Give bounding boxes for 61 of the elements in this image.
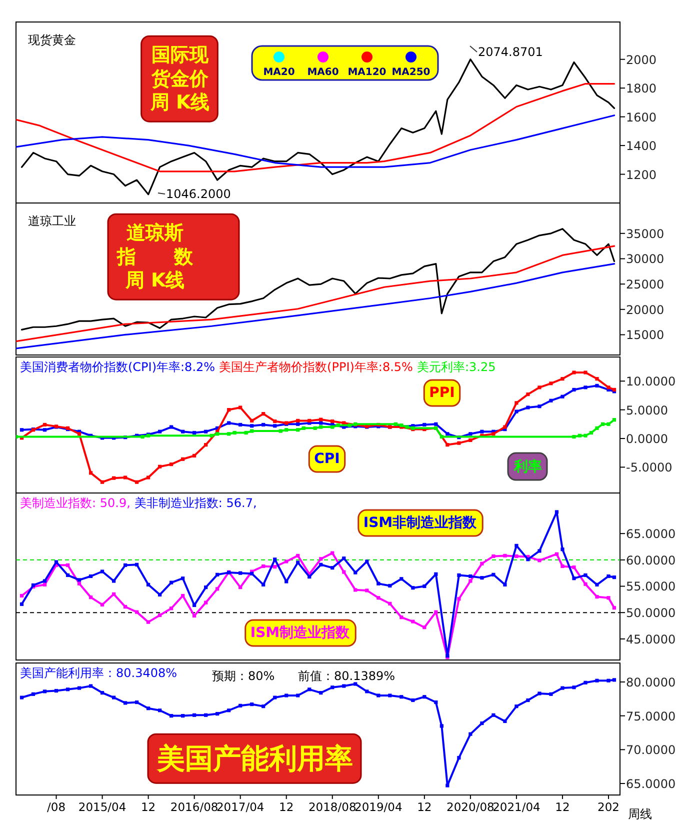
y-tick-label: -5.0000 — [626, 460, 672, 475]
y-tick-label: 65.0000 — [626, 527, 676, 542]
legend-label: MA250 — [392, 67, 430, 78]
legend-label: MA60 — [307, 67, 339, 78]
x-tick-label: 2019/04 — [354, 800, 402, 814]
y-tick-label: 15000 — [626, 328, 664, 342]
y-tick-label: 65.0000 — [626, 776, 676, 791]
x-tick-label: 202 — [598, 800, 620, 814]
x-tick-label: 12 — [279, 800, 294, 814]
series-label: 美国产能利用率：80.3408% — [20, 666, 178, 680]
x-tick-label: 2021/04 — [492, 800, 540, 814]
y-tick-label: 75.0000 — [626, 709, 676, 724]
y-tick-label: 60.0000 — [626, 553, 676, 568]
text: 美国消费者物价指数(CPI)年率:8.2% — [20, 360, 216, 374]
legend-label: MA20 — [263, 67, 295, 78]
y-tick-label: 1400 — [626, 139, 657, 154]
y-tick-label: 35000 — [626, 226, 664, 241]
y-tick-label: 1200 — [626, 168, 657, 182]
y-tick-label: 45.0000 — [626, 632, 676, 646]
annotation: 利率 — [513, 458, 542, 476]
text: 道琼工业 — [28, 214, 76, 228]
annotation: 2074.8701 — [478, 45, 543, 59]
x-tick-label: 12 — [417, 800, 432, 814]
annotation: ISM制造业指数 — [250, 625, 351, 642]
y-tick-label: 10.0000 — [626, 374, 676, 389]
text: 周线 — [628, 807, 652, 821]
y-tick-label: 70.0000 — [626, 743, 676, 758]
x-tick-label: 2018/08 — [308, 800, 356, 814]
text: 现货黄金 — [28, 33, 76, 47]
text: 美制造业指数: 50.9, — [20, 496, 130, 510]
annotation: CPI — [314, 451, 340, 468]
text: 美非制造业指数: 56.7, — [134, 496, 257, 510]
annotation: 前值：80.1389% — [298, 669, 396, 683]
y-tick-label: 80.0000 — [626, 675, 676, 690]
annotation: 国际现货金价周 K线 — [149, 44, 210, 114]
x-tick-label: 2015/04 — [78, 800, 126, 814]
x-tick-label: /08 — [47, 800, 66, 814]
y-tick-label: 1800 — [626, 82, 657, 96]
annotation: ISM非制造业指数 — [363, 515, 478, 532]
annotation: 道琼斯指数周 K线 — [116, 222, 231, 292]
x-tick-label: 12 — [140, 800, 156, 814]
y-tick-label: 1600 — [626, 110, 657, 124]
x-tick-label: 12 — [555, 800, 570, 814]
annotation: 1046.2000 — [166, 187, 231, 201]
x-tick-label: 2020/08 — [446, 800, 494, 814]
legend-label: MA120 — [348, 67, 386, 78]
annotation: 预期：80% — [212, 669, 275, 683]
y-tick-label: 2000 — [626, 52, 657, 67]
x-tick-label: 2017/04 — [216, 800, 264, 814]
annotation: PPI — [429, 385, 455, 402]
y-tick-label: 5.0000 — [626, 403, 668, 418]
y-tick-label: 50.0000 — [626, 606, 676, 620]
y-tick-label: 30000 — [626, 252, 664, 266]
annotation: 美国产能利用率 — [156, 742, 353, 776]
y-tick-label: 20000 — [626, 302, 664, 317]
y-tick-label: 0.0000 — [626, 432, 668, 446]
text: 美元利率:3.25 — [416, 360, 496, 374]
x-tick-label: 2016/08 — [170, 800, 218, 814]
y-tick-label: 25000 — [626, 278, 664, 292]
y-tick-label: 55.0000 — [626, 580, 676, 594]
text: 美国生产者物价指数(PPI)年率:8.5% — [219, 360, 413, 374]
